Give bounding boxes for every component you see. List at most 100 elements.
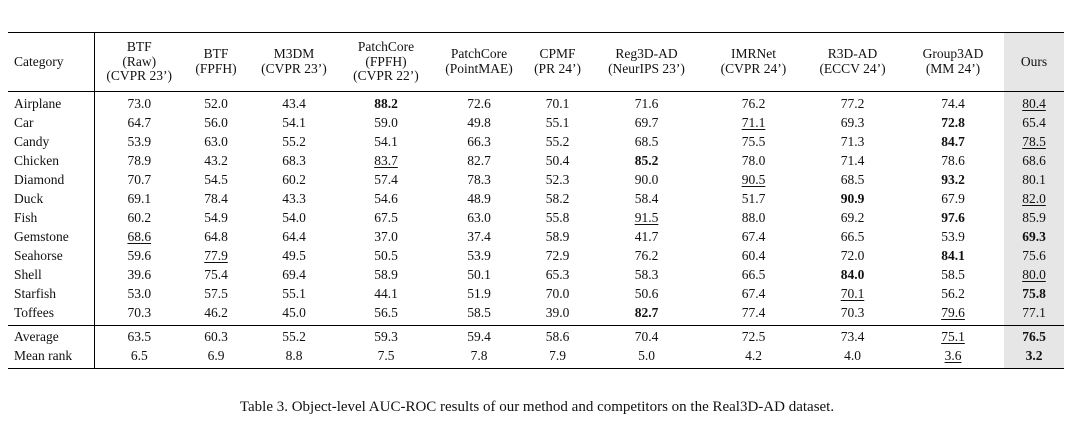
cell-value: 53.9 — [941, 229, 965, 245]
table-cell: 70.3 — [94, 304, 184, 326]
table-cell: 91.5 — [589, 209, 704, 228]
table-cell: 55.2 — [248, 133, 340, 152]
header-method-line: (ECCV 24’) — [819, 61, 886, 76]
cell-value: 65.4 — [1022, 115, 1046, 131]
cell-value: 63.0 — [467, 210, 491, 226]
cell-value: 53.9 — [467, 248, 491, 264]
summary-row: Average 63.5 60.3 55.2 59.3 59.4 58.6 70.4 72.5 7… — [8, 325, 1064, 347]
cell-value: 69.3 — [840, 115, 865, 131]
table-cell: 90.5 — [704, 171, 803, 190]
cell-value: 63.5 — [127, 329, 152, 345]
cell-value: 72.6 — [467, 96, 491, 112]
cell-value: 52.0 — [204, 96, 228, 112]
table-cell: 76.2 — [704, 92, 803, 115]
table-cell: 72.0 — [803, 247, 902, 266]
header-method-line: (CVPR 22’) — [353, 68, 419, 84]
table-cell: 7.8 — [432, 347, 526, 369]
cell-value: 39.0 — [545, 305, 570, 321]
cell-value: 53.0 — [127, 286, 152, 302]
cell-value: 78.5 — [1022, 134, 1046, 150]
cell-value: 76.2 — [634, 248, 659, 264]
cell-value: 3.6 — [944, 348, 962, 364]
table-cell: 69.2 — [803, 209, 902, 228]
cell-value: 56.5 — [374, 305, 398, 321]
table-cell: 56.2 — [902, 285, 1004, 304]
table-cell: 84.7 — [902, 133, 1004, 152]
cell-value: 48.9 — [467, 191, 491, 207]
cell-value: 67.5 — [374, 210, 398, 226]
cell-value: 97.6 — [941, 210, 965, 226]
cell-value: 78.9 — [127, 153, 152, 169]
table-caption: Table 3. Object-level AUC-ROC results of… — [239, 399, 835, 415]
cell-value: 66.3 — [467, 134, 491, 150]
row-category: Seahorse — [8, 247, 95, 266]
table-cell: 75.6 — [1004, 247, 1064, 266]
cell-value: 77.4 — [741, 305, 766, 321]
table-cell: 72.8 — [902, 114, 1004, 133]
table-cell: 55.1 — [526, 114, 589, 133]
cell-value: 51.9 — [467, 286, 491, 302]
cell-value: 70.3 — [127, 305, 152, 321]
table-cell: 93.2 — [902, 171, 1004, 190]
table-row: Toffees 70.3 46.2 45.0 56.5 58.5 39.0 82.7 77.4 7… — [8, 304, 1064, 326]
cell-value: 58.9 — [545, 229, 570, 245]
cell-value: 77.2 — [840, 96, 865, 112]
table-cell: 54.5 — [184, 171, 248, 190]
table-cell: 73.0 — [94, 92, 184, 115]
cell-value: 71.1 — [741, 115, 766, 131]
table-cell: 71.6 — [589, 92, 704, 115]
table-cell: 77.9 — [184, 247, 248, 266]
cell-value: 71.3 — [840, 134, 865, 150]
cell-value: 83.7 — [374, 153, 398, 169]
table-cell: 46.2 — [184, 304, 248, 326]
table-cell: 97.6 — [902, 209, 1004, 228]
header-method-line: R3D-AD — [827, 46, 878, 62]
cell-value: 51.7 — [741, 191, 766, 207]
row-category: Mean rank — [8, 347, 95, 369]
table-cell: 60.3 — [184, 325, 248, 347]
table-cell: 53.9 — [902, 228, 1004, 247]
cell-value: 58.4 — [634, 191, 659, 207]
header-method-line: (CVPR 24’) — [720, 61, 787, 76]
table-cell: 67.5 — [340, 209, 432, 228]
cell-value: 69.4 — [282, 267, 306, 283]
cell-value: 85.9 — [1022, 210, 1046, 226]
table-cell: 67.4 — [704, 285, 803, 304]
table-cell: 69.1 — [94, 190, 184, 209]
header-method-6: Reg3D-AD (NeurIPS 23’) — [589, 32, 704, 92]
cell-value: 50.6 — [634, 286, 659, 302]
table-cell: 63.5 — [94, 325, 184, 347]
table-cell: 4.2 — [704, 347, 803, 369]
table-cell: 78.9 — [94, 152, 184, 171]
cell-value: 73.0 — [127, 96, 152, 112]
header-method-line: (FPFH) — [195, 61, 237, 76]
table-cell: 54.0 — [248, 209, 340, 228]
table-cell: 58.3 — [589, 266, 704, 285]
row-category: Starfish — [8, 285, 95, 304]
header-method-line: (FPFH) — [365, 53, 407, 69]
row-category: Gemstone — [8, 228, 95, 247]
table-cell: 84.1 — [902, 247, 1004, 266]
table-cell: 43.3 — [248, 190, 340, 209]
cell-value: 50.5 — [374, 248, 398, 264]
table-cell: 63.0 — [184, 133, 248, 152]
table-cell: 41.7 — [589, 228, 704, 247]
table-cell: 77.1 — [1004, 304, 1064, 326]
cell-value: 72.8 — [941, 115, 965, 131]
cell-value: 80.4 — [1022, 96, 1046, 112]
cell-value: 43.3 — [282, 191, 306, 207]
cell-value: 60.2 — [127, 210, 152, 226]
header-method-line: (PointMAE) — [445, 61, 513, 76]
table-cell: 70.1 — [803, 285, 902, 304]
cell-value: 55.2 — [545, 134, 570, 150]
table-cell: 70.7 — [94, 171, 184, 190]
cell-value: 75.6 — [1022, 248, 1046, 264]
table-cell: 68.5 — [803, 171, 902, 190]
cell-value: 70.0 — [545, 286, 570, 302]
table-cell: 69.3 — [1004, 228, 1064, 247]
table-cell: 70.1 — [526, 92, 589, 115]
cell-value: 4.0 — [844, 348, 861, 364]
row-category: Average — [8, 325, 95, 347]
table-cell: 55.1 — [248, 285, 340, 304]
table-cell: 39.6 — [94, 266, 184, 285]
